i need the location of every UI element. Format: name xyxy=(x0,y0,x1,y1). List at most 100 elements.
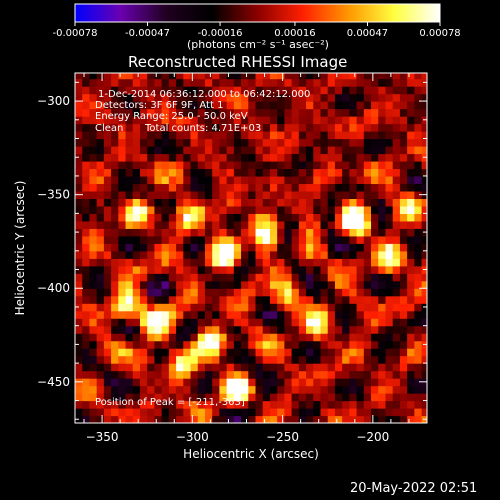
heatmap-cell xyxy=(147,160,156,170)
heatmap-cell xyxy=(125,131,134,140)
heatmap-cell xyxy=(168,385,177,394)
heatmap-cell xyxy=(190,153,199,162)
heatmap-cell xyxy=(183,295,192,304)
heatmap-cell xyxy=(378,318,387,327)
heatmap-cell xyxy=(154,175,163,185)
heatmap-cell xyxy=(241,280,249,289)
heatmap-cell xyxy=(363,101,372,110)
heatmap-cell xyxy=(212,258,221,267)
heatmap-cell xyxy=(103,340,112,349)
heatmap-cell xyxy=(197,340,206,349)
heatmap-cell xyxy=(132,145,141,155)
heatmap-cell xyxy=(82,310,91,319)
heatmap-cell xyxy=(392,340,401,349)
heatmap-cell xyxy=(118,250,127,259)
heatmap-cell xyxy=(96,131,105,140)
heatmap-cell xyxy=(313,198,322,207)
heatmap-cell xyxy=(378,303,387,312)
heatmap-cell xyxy=(154,220,163,229)
heatmap-cell xyxy=(421,73,427,80)
heatmap-cell xyxy=(291,190,300,200)
heatmap-cell xyxy=(161,340,170,349)
heatmap-cell xyxy=(176,168,184,177)
heatmap-cell xyxy=(277,183,285,192)
colorbar-tick-label: 0.00047 xyxy=(347,28,388,39)
heatmap-cell xyxy=(313,220,322,229)
heatmap-cell xyxy=(371,190,379,200)
heatmap-cell xyxy=(233,108,242,117)
heatmap-cell xyxy=(392,348,401,357)
heatmap-cell xyxy=(385,385,394,394)
heatmap-cell xyxy=(204,93,213,102)
heatmap-cell xyxy=(407,318,415,327)
heatmap-cell xyxy=(219,333,228,342)
heatmap-cell xyxy=(356,168,365,177)
heatmap-cell xyxy=(277,400,285,409)
heatmap-cell xyxy=(363,123,372,132)
heatmap-cell xyxy=(161,303,170,312)
heatmap-cell xyxy=(212,160,221,170)
heatmap-cell xyxy=(291,168,300,177)
heatmap-cell xyxy=(269,280,278,289)
heatmap-cell xyxy=(269,198,278,207)
heatmap-cell xyxy=(82,116,91,125)
heatmap-cell xyxy=(399,220,408,229)
heatmap-cell xyxy=(96,78,105,87)
heatmap-cell xyxy=(183,183,192,192)
heatmap-cell xyxy=(96,295,105,304)
heatmap-cell xyxy=(233,340,242,349)
heatmap-cell xyxy=(154,131,163,140)
heatmap-cell xyxy=(103,355,112,364)
heatmap-cell xyxy=(89,325,98,334)
heatmap-cell xyxy=(356,93,365,102)
heatmap-cell xyxy=(385,400,394,409)
heatmap-cell xyxy=(399,228,408,237)
heatmap-cell xyxy=(161,116,170,125)
y-tick-label: −300 xyxy=(37,94,70,108)
heatmap-cell xyxy=(392,258,401,267)
heatmap-cell xyxy=(371,378,379,387)
heatmap-cell xyxy=(248,213,257,222)
heatmap-cell xyxy=(219,93,228,102)
heatmap-cell xyxy=(248,333,257,342)
heatmap-cell xyxy=(356,288,365,297)
heatmap-cell xyxy=(277,220,285,229)
heatmap-cell xyxy=(421,175,427,185)
heatmap-cell xyxy=(219,78,228,87)
heatmap-cell xyxy=(371,213,379,222)
heatmap-cell xyxy=(298,243,307,252)
heatmap-cell xyxy=(334,295,343,304)
heatmap-cell xyxy=(349,333,358,342)
heatmap-cell xyxy=(82,340,91,349)
heatmap-cell xyxy=(219,400,228,409)
heatmap-cell xyxy=(176,318,184,327)
heatmap-cell xyxy=(161,318,170,327)
heatmap-cell xyxy=(226,355,235,364)
heatmap-cell xyxy=(132,355,141,364)
heatmap-cell xyxy=(118,258,127,267)
heatmap-cell xyxy=(89,303,98,312)
heatmap-cell xyxy=(327,153,336,162)
heatmap-cell xyxy=(111,190,119,200)
heatmap-cell xyxy=(96,73,105,80)
heatmap-cell xyxy=(291,273,300,282)
heatmap-cell xyxy=(176,78,184,87)
heatmap-cell xyxy=(349,288,358,297)
heatmap-cell xyxy=(219,415,228,423)
heatmap-cell xyxy=(233,175,242,185)
heatmap-cell xyxy=(327,228,336,237)
heatmap-cell xyxy=(356,116,365,125)
heatmap-cell xyxy=(277,340,285,349)
heatmap-cell xyxy=(327,175,336,185)
heatmap-cell xyxy=(212,288,221,297)
heatmap-cell xyxy=(399,101,408,110)
heatmap-cell xyxy=(219,190,228,200)
heatmap-cell xyxy=(212,325,221,334)
heatmap-cell xyxy=(399,198,408,207)
heatmap-cell xyxy=(363,393,372,402)
heatmap-cell xyxy=(248,258,257,267)
heatmap-cell xyxy=(212,123,221,132)
heatmap-cell xyxy=(118,73,127,80)
heatmap-cell xyxy=(75,363,83,372)
heatmap-cell xyxy=(82,348,91,357)
